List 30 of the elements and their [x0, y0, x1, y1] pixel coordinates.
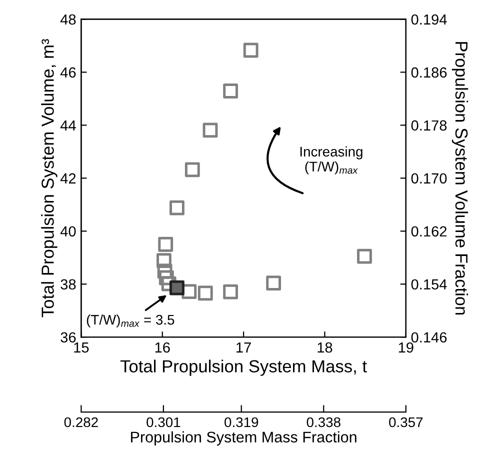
x2-axis-title: Propulsion System Mass Fraction [131, 431, 356, 446]
x-tick-label: 17 [236, 342, 251, 353]
y-tick-label: 42 [60, 173, 76, 184]
y-tick-label: 46 [60, 67, 76, 78]
y2-axis-title: Propulsion System Volume Fraction [452, 42, 468, 315]
y-tick-label: 36 [60, 332, 76, 343]
x2-tick-label: 0.301 [146, 417, 180, 428]
x2-tick-label: 0.338 [306, 417, 340, 428]
x2-tick-label: 0.319 [224, 417, 258, 428]
annotation: (T/W)$_{max}$ = 3.5 [86, 314, 174, 328]
y2-tick-label: 0.162 [411, 226, 447, 237]
x2-tick-label: 0.282 [64, 417, 98, 428]
y-tick-label: 40 [60, 226, 76, 237]
x-tick-label: 16 [155, 342, 170, 353]
y-tick-label: 44 [60, 120, 76, 130]
x2-tick-label: 0.357 [389, 417, 423, 428]
x-tick-label: 18 [318, 342, 332, 353]
y-tick-label: 38 [60, 279, 76, 290]
annotation: Increasing (T/W)$_{max}$ [300, 146, 362, 174]
y2-tick-label: 0.146 [411, 332, 447, 343]
y-tick-label: 48 [60, 14, 76, 25]
x-axis-title: Total Propulsion System Mass, t [120, 360, 367, 376]
y-axis-title: Total Propulsion System Volume, m³ [41, 39, 58, 318]
y2-tick-label: 0.154 [411, 279, 447, 290]
y2-tick-label: 0.178 [411, 120, 447, 131]
y2-tick-label: 0.170 [411, 173, 447, 184]
y2-tick-label: 0.194 [411, 14, 447, 25]
x-tick-label: 19 [398, 342, 414, 353]
x-tick-label: 15 [74, 342, 89, 353]
y2-tick-label: 0.186 [411, 67, 447, 78]
